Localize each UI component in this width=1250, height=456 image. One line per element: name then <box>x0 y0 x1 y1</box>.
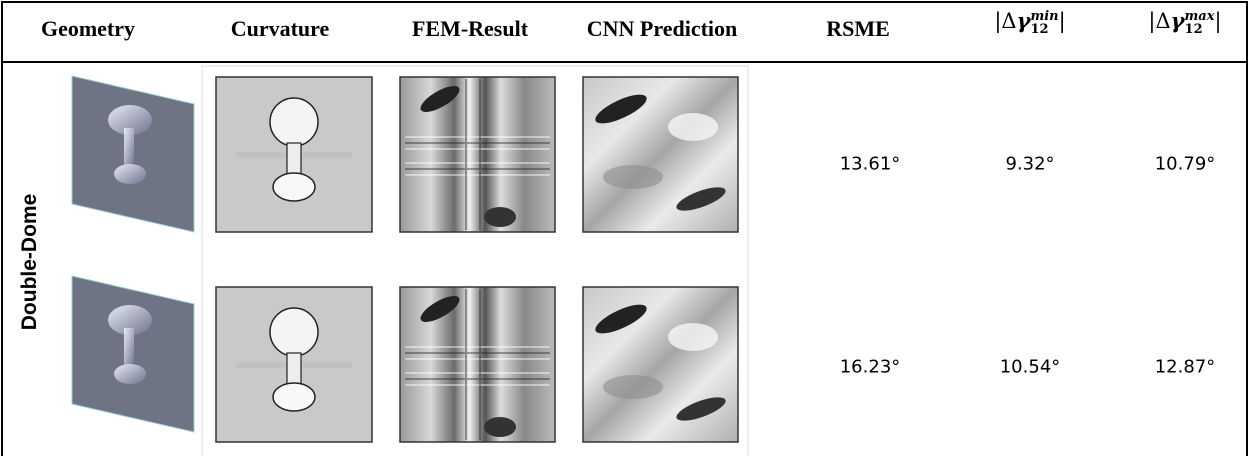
column-header: CNN Prediction <box>587 16 738 42</box>
math-part: | <box>1214 9 1221 33</box>
fem-image <box>400 77 555 232</box>
table-graphics <box>0 0 1250 456</box>
table-figure: Geometry Curvature FEM-Result CNN Predic… <box>0 0 1250 456</box>
math-part: | <box>1059 9 1066 33</box>
column-header: Curvature <box>231 16 330 42</box>
math-part: γ <box>1017 8 1031 33</box>
math-part: min <box>1030 10 1058 23</box>
cell: 10.54° <box>1000 357 1061 378</box>
math-part: γ <box>1171 8 1185 33</box>
fem-image <box>400 287 555 442</box>
cnn-image <box>583 287 738 442</box>
geometry-image <box>72 276 194 432</box>
curvature-image <box>216 77 372 232</box>
cnn-image <box>583 77 738 232</box>
curvature-image <box>216 287 372 442</box>
math-part: |Δ <box>994 9 1016 33</box>
cell: 10.79° <box>1155 154 1216 175</box>
cell: 9.32° <box>1005 154 1054 175</box>
group-label: Double-Dome <box>18 194 42 331</box>
math-part: 12 <box>1185 23 1215 36</box>
column-header: Geometry <box>41 16 135 42</box>
cell: 13.61° <box>840 154 901 175</box>
math-part: |Δ <box>1148 9 1170 33</box>
column-header: RSME <box>826 16 890 42</box>
geometry-image <box>72 76 194 232</box>
cell: 16.23° <box>840 357 901 378</box>
column-header: FEM-Result <box>412 16 528 42</box>
cell: 12.87° <box>1155 357 1216 378</box>
math-part: 12 <box>1030 23 1058 36</box>
math-part: max <box>1185 10 1215 23</box>
